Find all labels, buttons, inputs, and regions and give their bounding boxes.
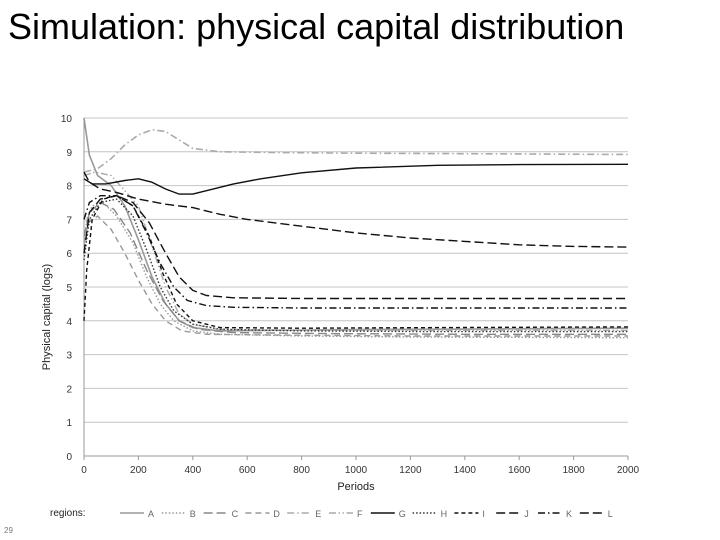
y-tick-label-2: 2 xyxy=(66,384,72,395)
legend-label-C: C xyxy=(232,509,239,519)
x-tick-label-600: 600 xyxy=(239,465,256,476)
x-tick-label-400: 400 xyxy=(184,465,201,476)
x-tick-label-800: 800 xyxy=(293,465,310,476)
x-tick-label-1600: 1600 xyxy=(508,465,531,476)
y-tick-label-5: 5 xyxy=(66,283,72,294)
legend-label-G: G xyxy=(399,509,406,519)
x-tick-label-1200: 1200 xyxy=(399,465,422,476)
y-tick-labels: 0 1 2 3 4 5 6 7 8 9 10 xyxy=(61,114,73,463)
y-axis-label: Physical capital (logs) xyxy=(41,264,53,370)
page-number: 29 xyxy=(4,526,13,535)
x-tick-label-0: 0 xyxy=(81,465,87,476)
series-line-C xyxy=(83,201,628,335)
y-tick-label-8: 8 xyxy=(66,182,72,193)
series-line-K xyxy=(83,194,628,309)
legend-label-F: F xyxy=(357,509,363,519)
y-tick-label-1: 1 xyxy=(66,418,72,429)
series-line-D xyxy=(83,215,628,337)
y-tick-label-7: 7 xyxy=(66,215,72,226)
legend-label-D: D xyxy=(273,509,280,519)
x-tick-labels: 0 200 400 600 800 1000 1200 1400 1600 1800 2000 xyxy=(81,465,639,476)
x-tick-label-1000: 1000 xyxy=(345,465,368,476)
slide-title: Simulation: physical capital distributio… xyxy=(8,6,625,47)
series-line-L xyxy=(83,171,629,248)
y-tick-label-3: 3 xyxy=(66,351,72,362)
x-axis-label: Periods xyxy=(337,481,375,493)
legend-label-E: E xyxy=(315,509,321,519)
x-tick-label-2000: 2000 xyxy=(617,465,640,476)
x-tick-label-1400: 1400 xyxy=(454,465,477,476)
y-tick-label-4: 4 xyxy=(66,317,72,328)
legend-label-B: B xyxy=(190,509,196,519)
legend-label-I: I xyxy=(482,509,485,519)
x-tick-label-200: 200 xyxy=(130,465,147,476)
legend-label-K: K xyxy=(566,509,572,519)
y-tick-label-6: 6 xyxy=(66,249,72,260)
legend-label-L: L xyxy=(608,509,613,519)
series-line-F xyxy=(83,171,628,331)
series-line-H xyxy=(83,198,628,333)
y-tick-label-10: 10 xyxy=(61,114,73,125)
series-line-E xyxy=(83,129,629,173)
legend-label-J: J xyxy=(524,509,529,519)
series-line-G xyxy=(83,163,629,195)
x-tick-label-1800: 1800 xyxy=(562,465,585,476)
legend: regions: A B C D E F G H I J K L xyxy=(50,508,613,519)
y-tick-label-9: 9 xyxy=(66,148,72,159)
y-tick-label-0: 0 xyxy=(66,452,72,463)
legend-title: regions: xyxy=(50,508,86,519)
series-lines xyxy=(83,117,629,339)
legend-label-H: H xyxy=(441,509,448,519)
legend-label-A: A xyxy=(148,509,154,519)
axes xyxy=(83,118,629,460)
